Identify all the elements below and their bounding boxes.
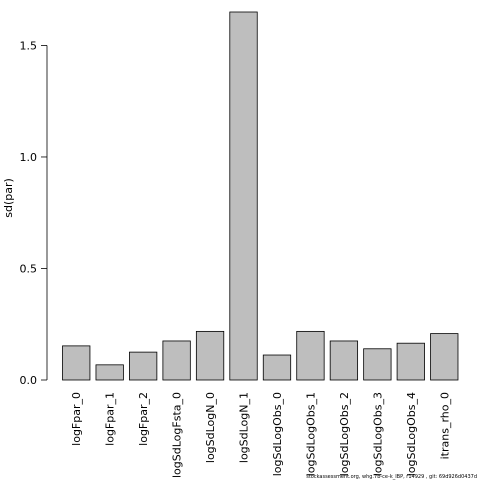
x-category-label: logSdLogObs_1 (304, 392, 317, 476)
footnote: stockassessment.org, whg.7b-ce-k_IBP, r1… (306, 474, 477, 480)
bar-logSdLogN_1 (229, 11, 258, 381)
x-category-label: logSdLogFsta_0 (171, 392, 184, 478)
bar-logSdLogObs_0 (262, 354, 292, 381)
y-axis-title: sd(par) (2, 178, 15, 218)
x-category-label: logSdLogN_1 (238, 392, 251, 463)
x-category-label: logSdLogObs_4 (405, 392, 418, 476)
x-category-label: logFpar_1 (104, 392, 117, 446)
bar-logSdLogObs_2 (329, 340, 359, 381)
bars-group (62, 11, 459, 381)
x-category-label: logFpar_2 (137, 392, 150, 446)
bar-logSdLogObs_3 (363, 348, 392, 381)
x-category-label: logSdLogObs_3 (371, 392, 384, 476)
x-category-label: logSdLogN_0 (204, 392, 217, 463)
x-category-label: itrans_rho_0 (438, 392, 451, 459)
bar-itrans_rho_0 (430, 333, 459, 381)
bar-logSdLogObs_1 (296, 330, 325, 381)
y-tick-label: 0.0 (20, 374, 38, 387)
x-category-label: logSdLogObs_0 (271, 392, 284, 476)
y-tick-label: 1.0 (20, 151, 38, 164)
bar-logSdLogN_0 (195, 330, 225, 381)
x-category-label: logSdLogObs_2 (338, 392, 351, 476)
bar-logSdLogObs_4 (396, 342, 425, 381)
y-axis: 0.0 0.5 1.0 1.5 (20, 39, 48, 387)
bar-logFpar_0 (62, 345, 91, 381)
bar-logFpar_1 (95, 364, 124, 381)
bar-logSdLogFsta_0 (162, 340, 191, 381)
y-tick-label: 0.5 (20, 262, 38, 275)
bar-logFpar_2 (129, 351, 158, 381)
x-category-label: logFpar_0 (70, 392, 83, 446)
y-tick-label: 1.5 (20, 39, 38, 52)
x-category-labels: logFpar_0 logFpar_1 logFpar_2 logSdLogFsta_… (70, 392, 451, 478)
